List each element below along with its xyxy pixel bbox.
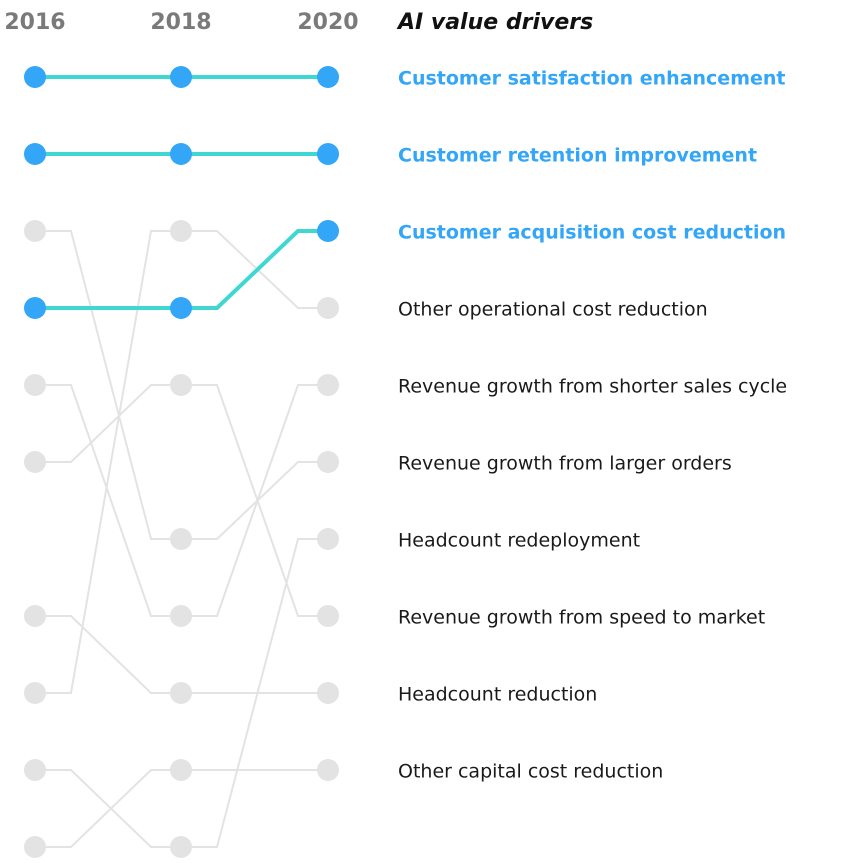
rank-dot bbox=[170, 143, 192, 165]
series-label: Other operational cost reduction bbox=[398, 299, 708, 321]
rank-dot bbox=[24, 297, 46, 319]
rank-dot bbox=[170, 374, 192, 396]
rank-line bbox=[35, 615, 181, 694]
series bbox=[24, 66, 339, 88]
rank-dot bbox=[317, 528, 339, 550]
series-label: Headcount redeployment bbox=[398, 530, 640, 552]
rank-line bbox=[35, 769, 181, 848]
rank-dot bbox=[170, 297, 192, 319]
rank-dot bbox=[170, 682, 192, 704]
rank-dot bbox=[170, 66, 192, 88]
rank-dot bbox=[170, 220, 192, 242]
rank-dot bbox=[317, 143, 339, 165]
rank-dot bbox=[317, 66, 339, 88]
series-label: Revenue growth from larger orders bbox=[398, 453, 732, 475]
rank-line bbox=[35, 384, 181, 617]
rank-dot bbox=[24, 682, 46, 704]
rank-dot bbox=[24, 605, 46, 627]
series bbox=[24, 759, 339, 858]
rank-dot bbox=[170, 605, 192, 627]
chart-title: AI value drivers bbox=[396, 10, 593, 35]
rank-dot bbox=[24, 220, 46, 242]
series-label: Customer retention improvement bbox=[398, 145, 757, 167]
series-label: Customer satisfaction enhancement bbox=[398, 68, 786, 90]
rank-line bbox=[181, 461, 328, 540]
rank-line bbox=[181, 384, 328, 617]
rank-dot bbox=[317, 682, 339, 704]
series-label: Other capital cost reduction bbox=[398, 761, 663, 783]
rank-line bbox=[35, 230, 181, 540]
rank-line bbox=[35, 230, 181, 694]
rank-dot bbox=[24, 451, 46, 473]
rank-dot bbox=[24, 66, 46, 88]
rank-dot bbox=[24, 374, 46, 396]
series-label: Headcount reduction bbox=[398, 684, 597, 706]
series bbox=[24, 374, 339, 627]
rank-dot bbox=[24, 759, 46, 781]
series-label: Customer acquisition cost reduction bbox=[398, 222, 786, 244]
series-label: Revenue growth from shorter sales cycle bbox=[398, 376, 787, 398]
column-label: 2016 bbox=[4, 10, 65, 35]
rank-dot bbox=[317, 605, 339, 627]
rank-line bbox=[181, 230, 328, 309]
rank-dot bbox=[24, 836, 46, 858]
rank-dot bbox=[317, 297, 339, 319]
series-label: Revenue growth from speed to market bbox=[398, 607, 765, 629]
rank-dot bbox=[24, 143, 46, 165]
series bbox=[24, 220, 339, 704]
column-label: 2018 bbox=[150, 10, 211, 35]
series bbox=[24, 605, 339, 704]
rank-line bbox=[35, 769, 181, 848]
rank-dot bbox=[317, 374, 339, 396]
rank-dot bbox=[170, 836, 192, 858]
rank-line bbox=[181, 384, 328, 617]
series bbox=[24, 143, 339, 165]
rank-line bbox=[35, 384, 181, 463]
rank-line bbox=[181, 229, 328, 310]
rank-dot bbox=[317, 220, 339, 242]
rank-dot bbox=[170, 759, 192, 781]
rank-dot bbox=[170, 528, 192, 550]
rank-dot bbox=[317, 759, 339, 781]
column-label: 2020 bbox=[297, 10, 358, 35]
series bbox=[24, 220, 339, 319]
series bbox=[24, 374, 339, 627]
rank-dot bbox=[317, 451, 339, 473]
